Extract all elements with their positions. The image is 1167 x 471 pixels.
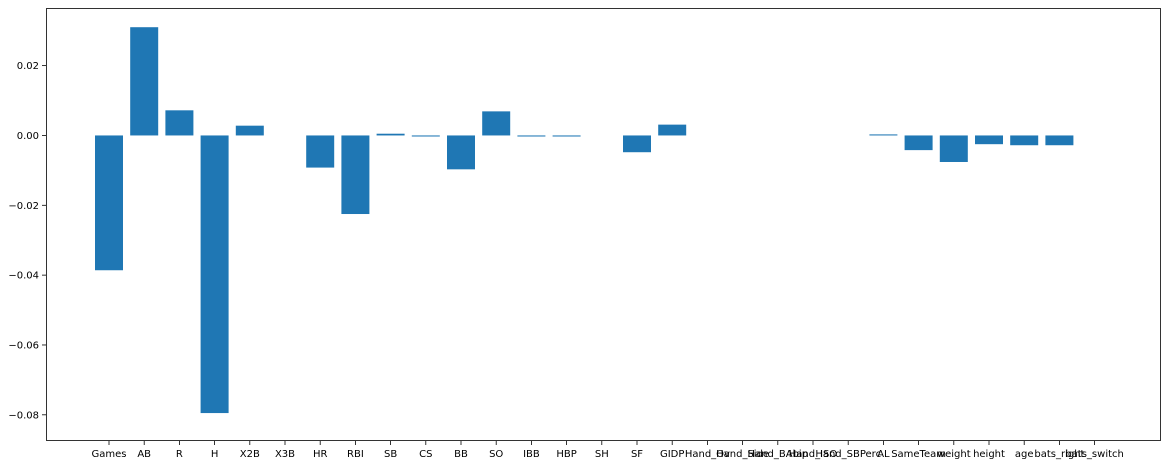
x-tick-label: RBI (347, 449, 364, 460)
bar-ab (130, 27, 159, 136)
bar-sf (623, 135, 651, 153)
x-tick-label: AL (877, 449, 890, 460)
x-tick-label: X2B (240, 449, 260, 460)
x-axis: Games AB R H X2B X3B HR RBI SB CS BB SO IBB HBP SH SF GI… (92, 441, 1124, 460)
x-tick-label: Hand_BAbip (748, 449, 809, 460)
bar-hr (306, 135, 335, 168)
x-tick-label: Games (92, 449, 127, 460)
bar-h (200, 135, 229, 414)
bar-gidp (658, 124, 687, 136)
bar-cs (411, 135, 440, 137)
y-tick-label: −0.04 (8, 271, 39, 282)
plot-frame (46, 8, 1161, 441)
bar-weight (939, 135, 968, 162)
x-tick-label: H (211, 449, 219, 460)
x-tick-label: SO (489, 449, 503, 460)
bar-age (1010, 135, 1039, 146)
x-tick-label: weight (937, 449, 971, 460)
bar-sb (376, 133, 405, 136)
x-tick-label: Hand_ISO (789, 449, 838, 460)
bar-rbi (341, 135, 370, 215)
bars-group (95, 27, 1074, 414)
bar-r (165, 110, 194, 136)
bar-bb (447, 135, 475, 170)
x-tick-label: SB (384, 449, 397, 460)
x-tick-label: HR (313, 449, 328, 460)
y-tick-label: −0.06 (8, 340, 39, 351)
bar-height (975, 135, 1003, 145)
x-tick-label: BB (454, 449, 468, 460)
x-tick-label: bats_right (1034, 449, 1084, 460)
y-tick-label: 0.00 (17, 131, 39, 142)
x-tick-label: R (176, 449, 183, 460)
x-tick-label: Hand_Side (716, 449, 769, 460)
x-tick-label: CS (419, 449, 432, 460)
y-axis: 0.02 0.00 −0.02 −0.04 −0.06 −0.08 (8, 61, 46, 421)
y-tick-label: −0.08 (8, 410, 39, 421)
x-tick-label: Hand_Ov (685, 449, 730, 460)
bar-games (95, 135, 123, 271)
x-tick-label: X3B (275, 449, 295, 460)
bar-sameteam (904, 135, 933, 151)
bar-bats-right (1045, 135, 1074, 146)
x-tick-label: height (973, 449, 1005, 460)
bar-al (869, 134, 898, 136)
x-tick-label: SH (595, 449, 609, 460)
y-tick-label: −0.02 (8, 201, 39, 212)
bar-hbp (552, 135, 581, 137)
x-tick-label: HBP (556, 449, 576, 460)
x-tick-label: GIDP (660, 449, 684, 460)
bar-x2b (235, 125, 264, 136)
x-tick-label: bats_switch (1065, 449, 1124, 460)
x-tick-label: Hand_SBPerc (815, 449, 881, 460)
x-tick-label: age (1015, 449, 1034, 460)
bar-so (482, 111, 511, 136)
x-tick-label: IBB (523, 449, 540, 460)
y-tick-label: 0.02 (17, 61, 39, 72)
plot-background (46, 8, 1161, 441)
x-tick-label: SF (631, 449, 643, 460)
x-tick-label: SameTeam (891, 449, 946, 460)
bar-ibb (517, 135, 546, 137)
x-tick-label: AB (137, 449, 151, 460)
